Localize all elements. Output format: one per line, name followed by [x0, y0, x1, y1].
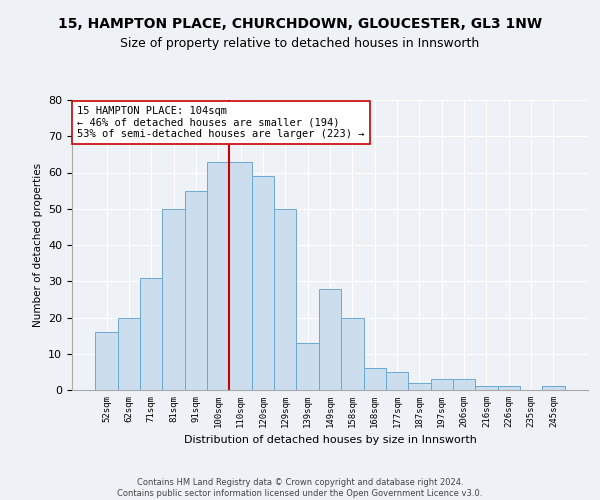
Text: Size of property relative to detached houses in Innsworth: Size of property relative to detached ho…	[121, 38, 479, 51]
Bar	[475, 386, 497, 390]
Text: 15, HAMPTON PLACE, CHURCHDOWN, GLOUCESTER, GL3 1NW: 15, HAMPTON PLACE, CHURCHDOWN, GLOUCESTE…	[58, 18, 542, 32]
Bar	[140, 278, 163, 390]
Bar	[252, 176, 274, 390]
Bar	[542, 386, 565, 390]
Text: Contains HM Land Registry data © Crown copyright and database right 2024.
Contai: Contains HM Land Registry data © Crown c…	[118, 478, 482, 498]
Bar	[95, 332, 118, 390]
Bar	[207, 162, 229, 390]
Bar	[497, 386, 520, 390]
Text: 15 HAMPTON PLACE: 104sqm
← 46% of detached houses are smaller (194)
53% of semi-: 15 HAMPTON PLACE: 104sqm ← 46% of detach…	[77, 106, 365, 139]
Bar	[118, 318, 140, 390]
Bar	[364, 368, 386, 390]
Bar	[453, 379, 475, 390]
Bar	[185, 190, 207, 390]
Bar	[408, 383, 431, 390]
Bar	[341, 318, 364, 390]
Bar	[163, 209, 185, 390]
X-axis label: Distribution of detached houses by size in Innsworth: Distribution of detached houses by size …	[184, 436, 476, 446]
Bar	[431, 379, 453, 390]
Bar	[319, 288, 341, 390]
Bar	[296, 343, 319, 390]
Bar	[274, 209, 296, 390]
Y-axis label: Number of detached properties: Number of detached properties	[32, 163, 43, 327]
Bar	[386, 372, 408, 390]
Bar	[229, 162, 252, 390]
